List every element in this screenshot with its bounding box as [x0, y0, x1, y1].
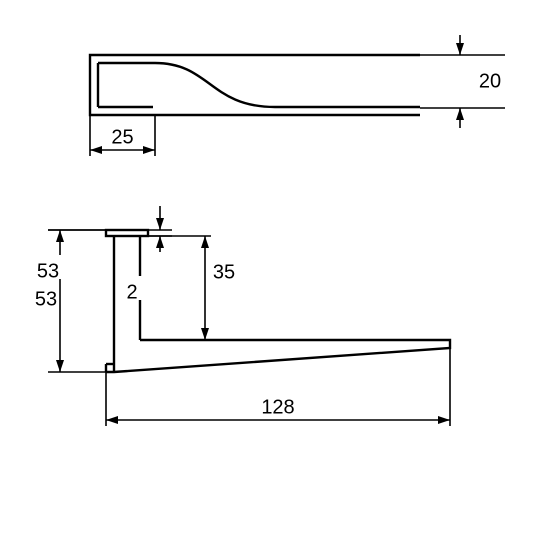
dimension-arrowhead	[56, 360, 64, 372]
dimension-arrowhead	[90, 146, 102, 154]
dimension-arrowhead	[201, 236, 209, 248]
dimension-value: 20	[479, 70, 501, 92]
dimension-arrowhead	[56, 230, 64, 242]
dimension-arrowhead	[201, 328, 209, 340]
top-view-handle-curve	[98, 63, 420, 107]
dimension-value: 128	[261, 396, 294, 418]
dimension-value: 35	[211, 256, 233, 278]
side-view-arm	[106, 340, 450, 372]
dimension-arrowhead	[106, 416, 118, 424]
dimension-value: 53	[35, 288, 57, 310]
dimension-arrowhead	[156, 218, 164, 230]
dimension-arrowhead	[456, 43, 464, 55]
dimension-arrowhead	[156, 236, 164, 248]
dimension-arrowhead	[438, 416, 450, 424]
dimension-value: 2	[126, 276, 137, 298]
dimension-arrowhead	[456, 108, 464, 120]
side-view-plate	[106, 230, 148, 236]
dimension-arrowhead	[143, 146, 155, 154]
dimension-value: 25	[111, 126, 133, 148]
